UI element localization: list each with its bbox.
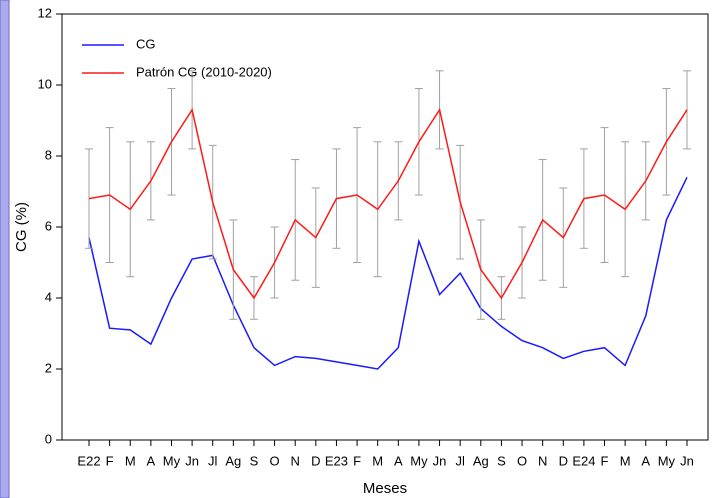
x-tick-label: D	[559, 453, 568, 468]
x-tick-label: My	[410, 453, 428, 468]
x-axis-label: Meses	[363, 480, 407, 497]
x-tick-label: E22	[77, 453, 100, 468]
x-tick-label: A	[394, 453, 403, 468]
y-tick-label: 0	[45, 431, 52, 446]
x-tick-label: Jl	[455, 453, 465, 468]
x-tick-label: F	[106, 453, 114, 468]
x-tick-label: S	[250, 453, 259, 468]
y-tick-label: 2	[45, 360, 52, 375]
x-tick-label: My	[658, 453, 676, 468]
x-tick-label: F	[353, 453, 361, 468]
x-tick-label: M	[620, 453, 631, 468]
x-tick-label: N	[291, 453, 300, 468]
x-tick-label: Jl	[208, 453, 218, 468]
y-tick-label: 8	[45, 147, 52, 162]
legend-label: Patrón CG (2010-2020)	[136, 64, 272, 79]
x-tick-label: Ag	[225, 453, 241, 468]
x-tick-label: O	[270, 453, 280, 468]
x-tick-label: D	[311, 453, 320, 468]
x-tick-label: A	[147, 453, 156, 468]
series-line	[88, 107, 688, 300]
x-tick-label: Jn	[680, 453, 694, 468]
legend-label: CG	[136, 36, 156, 51]
y-tick-label: 10	[38, 76, 52, 91]
x-tick-label: O	[517, 453, 527, 468]
x-tick-label: E23	[325, 453, 348, 468]
x-tick-label: M	[125, 453, 136, 468]
x-tick-label: E24	[572, 453, 595, 468]
x-tick-label: F	[601, 453, 609, 468]
series-line	[88, 176, 688, 370]
x-tick-label: A	[641, 453, 650, 468]
x-tick-label: Ag	[473, 453, 489, 468]
x-tick-label: M	[372, 453, 383, 468]
y-tick-label: 4	[45, 289, 52, 304]
side-strip	[0, 0, 10, 498]
x-tick-label: Jn	[185, 453, 199, 468]
x-tick-label: Jn	[433, 453, 447, 468]
y-axis-label: CG (%)	[13, 202, 30, 252]
x-tick-label: S	[497, 453, 506, 468]
x-tick-label: My	[163, 453, 181, 468]
x-tick-label: N	[538, 453, 547, 468]
y-tick-label: 6	[45, 218, 52, 233]
y-tick-label: 12	[38, 5, 52, 20]
